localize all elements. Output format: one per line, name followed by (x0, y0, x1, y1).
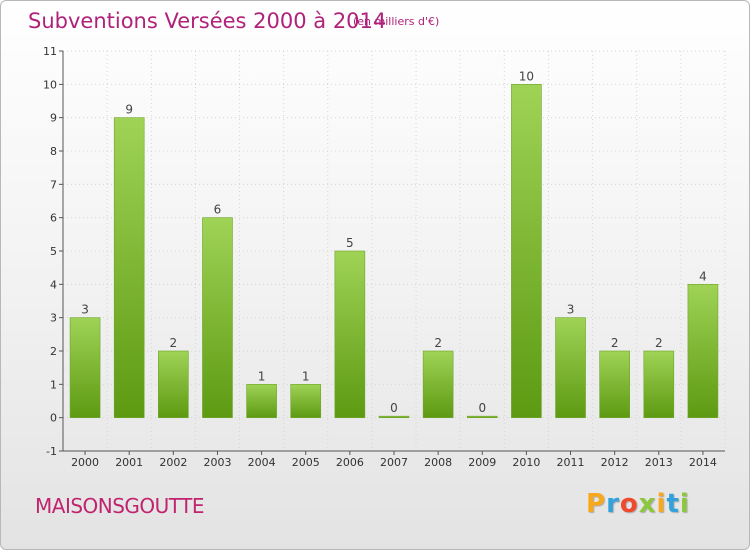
y-tick-label: 10 (43, 78, 57, 91)
logo-letter: i (656, 489, 667, 519)
logo-letter: i (679, 489, 690, 519)
bar (113, 117, 145, 418)
logo-letter: o (619, 489, 639, 519)
y-tick-label: 3 (50, 312, 57, 325)
chart-title: Subventions Versées 2000 à 2014 (28, 9, 387, 33)
y-tick-label: 0 (50, 412, 57, 425)
data-label: 10 (519, 69, 534, 83)
data-label: 3 (567, 303, 575, 317)
proxiti-logo[interactable]: Proxiti (586, 489, 690, 519)
data-label: 2 (655, 336, 663, 350)
location-name: MAISONSGOUTTE (35, 494, 205, 518)
data-label: 3 (81, 303, 89, 317)
x-tick-label: 2008 (424, 456, 452, 469)
x-tick-label: 2011 (557, 456, 585, 469)
data-label: 0 (478, 401, 486, 415)
bar (599, 350, 630, 418)
bar (555, 317, 586, 418)
logo-letter: t (666, 489, 680, 519)
data-label: 2 (170, 336, 178, 350)
y-tick-label: 4 (50, 278, 57, 291)
logo-letter: r (606, 489, 620, 519)
data-label: 4 (699, 269, 707, 283)
data-label: 2 (611, 336, 619, 350)
data-label: 5 (346, 236, 354, 250)
bar (378, 415, 410, 418)
bar (466, 415, 498, 418)
y-tick-label: 5 (50, 245, 57, 258)
x-tick-label: 2007 (380, 456, 408, 469)
bar (687, 284, 719, 418)
data-labels: 3 9 2 6 1 1 5 0 2 0 10 3 2 2 4 (81, 69, 707, 415)
bars (69, 84, 719, 418)
data-label: 1 (258, 369, 266, 383)
x-tick-label: 2000 (71, 456, 99, 469)
chart-subtitle: (en milliers d'€) (353, 15, 440, 28)
x-tick-label: 2013 (645, 456, 673, 469)
logo-letter: x (638, 489, 657, 519)
x-tick-label: 2012 (601, 456, 629, 469)
y-tick-label: 6 (50, 212, 57, 225)
bar (69, 317, 101, 418)
bar (422, 350, 454, 418)
logo-letter: P (586, 489, 607, 519)
bar (202, 217, 233, 418)
x-tick-label: 2003 (203, 456, 231, 469)
bar (511, 84, 542, 418)
data-label: 2 (434, 336, 442, 350)
bar (246, 384, 277, 418)
y-tick-label: 2 (50, 345, 57, 358)
bar (158, 350, 189, 418)
y-tick-label: 9 (50, 112, 57, 125)
y-tick-label: 7 (50, 178, 57, 191)
data-label: 6 (214, 203, 222, 217)
y-tick-label: 1 (50, 378, 57, 391)
x-tick-label: 2005 (292, 456, 320, 469)
bar (334, 250, 366, 418)
y-tick-label: -1 (46, 445, 57, 458)
x-tick-label: 2010 (512, 456, 540, 469)
x-tick-label: 2009 (468, 456, 496, 469)
bar (643, 350, 675, 418)
x-tick-label: 2014 (689, 456, 717, 469)
data-label: 0 (390, 401, 398, 415)
bar (290, 384, 322, 418)
y-tick-label: 8 (50, 145, 57, 158)
y-tick-label: 11 (43, 45, 57, 58)
x-tick-label: 2006 (336, 456, 364, 469)
x-tick-label: 2004 (248, 456, 276, 469)
x-tick-label: 2001 (115, 456, 143, 469)
grid-lines (62, 50, 726, 452)
data-label: 1 (302, 369, 310, 383)
x-tick-label: 2002 (159, 456, 187, 469)
data-label: 9 (125, 103, 133, 117)
